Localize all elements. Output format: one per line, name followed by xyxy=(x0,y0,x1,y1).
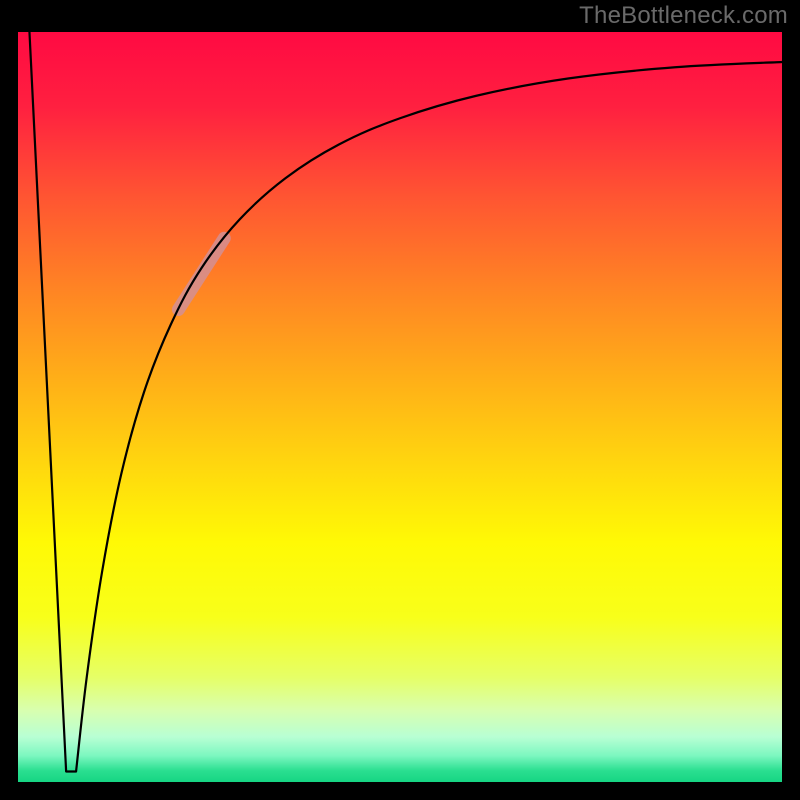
chart-background xyxy=(18,32,782,782)
watermark-label: TheBottleneck.com xyxy=(579,2,788,30)
chart-svg xyxy=(18,32,782,782)
plot-area xyxy=(18,32,782,782)
chart-frame: TheBottleneck.com xyxy=(0,0,800,800)
